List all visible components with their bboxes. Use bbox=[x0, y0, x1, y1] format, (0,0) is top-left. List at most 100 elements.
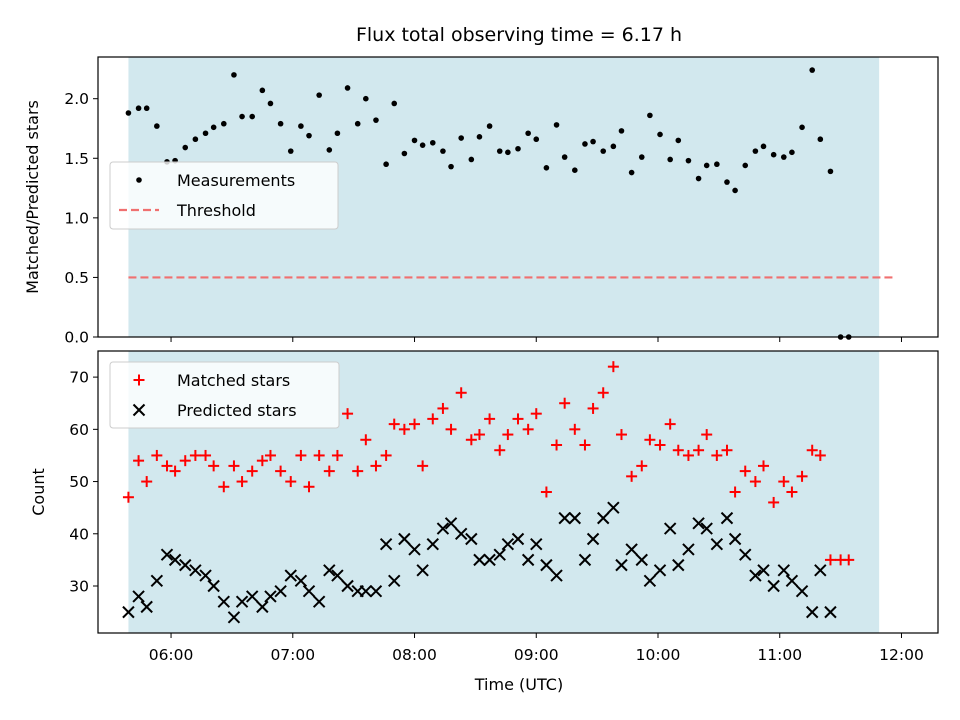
matched-star-point bbox=[141, 476, 153, 488]
predicted-star-point-b bbox=[199, 569, 212, 582]
measurement-point bbox=[468, 156, 475, 163]
predicted-star-point-b bbox=[625, 543, 638, 556]
legend-frame bbox=[109, 361, 340, 429]
y-tick-label: 70 bbox=[69, 369, 89, 387]
predicted-star-point bbox=[653, 564, 667, 577]
matched-star-point bbox=[380, 449, 392, 461]
predicted-star-point bbox=[568, 511, 582, 525]
predicted-star-point bbox=[436, 522, 450, 535]
matched-star-point bbox=[597, 387, 609, 399]
predicted-star-point bbox=[682, 543, 695, 556]
measurement-point bbox=[125, 110, 132, 116]
matched-star-point bbox=[579, 439, 591, 451]
matched-star-point bbox=[540, 486, 552, 498]
measurement-point bbox=[401, 150, 408, 157]
predicted-star-point-b bbox=[635, 553, 648, 567]
predicted-star-point-b bbox=[160, 548, 174, 561]
x-tick-label: 11:00 bbox=[757, 646, 802, 664]
predicted-star-point bbox=[501, 538, 515, 551]
matched-star-point bbox=[370, 460, 382, 472]
bottom-panel: 30 40 50 60 70 06:00 07:00 08:00 09:00 10:00 11:0… bbox=[29, 350, 939, 694]
measurement-point bbox=[391, 100, 398, 107]
measurement-point bbox=[809, 67, 816, 73]
matched-star-point bbox=[236, 476, 248, 488]
x-tick-label: 08:00 bbox=[392, 646, 437, 664]
measurement-point bbox=[657, 131, 663, 138]
measurement-point bbox=[675, 137, 682, 144]
matched-star-point bbox=[701, 429, 713, 441]
matched-star-point bbox=[729, 486, 741, 498]
matched-star-point bbox=[342, 408, 354, 420]
x-tick-label: 07:00 bbox=[270, 646, 315, 664]
predicted-star-point bbox=[294, 574, 308, 587]
predicted-star-point bbox=[511, 532, 525, 546]
predicted-star-point bbox=[444, 517, 458, 530]
y-tick-label: 1.0 bbox=[64, 209, 89, 227]
predicted-star-point-b bbox=[227, 611, 241, 624]
matched-star-point bbox=[654, 439, 666, 451]
measurement-point bbox=[618, 128, 625, 134]
matched-star-point bbox=[494, 444, 506, 456]
predicted-star-point-b bbox=[341, 579, 354, 593]
predicted-star-point-b bbox=[217, 595, 231, 608]
measurement-point bbox=[515, 145, 521, 152]
predicted-star-point bbox=[663, 522, 677, 535]
predicted-star-point bbox=[643, 574, 657, 587]
matched-star-point bbox=[417, 460, 429, 472]
legend-label-threshold: Threshold bbox=[176, 201, 256, 220]
matched-star-point bbox=[758, 460, 770, 472]
legend-x-marker-b bbox=[132, 403, 146, 417]
predicted-star-point-b bbox=[728, 532, 742, 546]
chart-title: Flux total observing time = 6.17 h bbox=[356, 24, 682, 46]
matched-star-point bbox=[331, 449, 343, 461]
measurement-point bbox=[220, 120, 227, 127]
measurement-point bbox=[192, 136, 199, 143]
predicted-star-point bbox=[160, 548, 174, 561]
measurement-point bbox=[561, 154, 568, 160]
measurement-point bbox=[344, 85, 351, 91]
measurement-point bbox=[505, 149, 511, 156]
top-measurement-marks bbox=[125, 67, 852, 340]
bottom-count-marks bbox=[122, 361, 855, 624]
matched-star-point bbox=[530, 408, 542, 420]
predicted-star-point bbox=[540, 558, 553, 572]
predicted-star-point-b bbox=[398, 532, 411, 546]
predicted-star-point bbox=[323, 564, 336, 577]
y-tick-label: 40 bbox=[69, 525, 89, 543]
predicted-star-point bbox=[710, 538, 724, 551]
legend-label-measurements: Measurements bbox=[177, 171, 295, 190]
predicted-star-point-b bbox=[493, 548, 506, 561]
predicted-star-point bbox=[785, 574, 799, 587]
measurement-point bbox=[249, 113, 256, 120]
matched-star-point bbox=[228, 460, 240, 472]
predicted-star-point bbox=[189, 564, 202, 577]
predicted-star-point-b bbox=[359, 585, 373, 598]
bottom-x-axis: 06:00 07:00 08:00 09:00 10:00 11:00 12:00 bbox=[149, 633, 924, 664]
predicted-star-point bbox=[824, 605, 837, 619]
measurement-point bbox=[239, 113, 245, 120]
measurement-point bbox=[628, 169, 635, 176]
predicted-star-point-b bbox=[122, 605, 135, 619]
matched-star-point bbox=[200, 449, 212, 461]
measurement-point bbox=[732, 187, 738, 194]
predicted-star-point bbox=[739, 548, 752, 561]
measurement-point bbox=[724, 179, 730, 185]
predicted-star-point-b bbox=[245, 590, 259, 603]
predicted-star-point bbox=[597, 511, 610, 525]
matched-star-point bbox=[295, 449, 307, 461]
x-axis-label: Time (UTC) bbox=[474, 675, 563, 694]
predicted-star-point bbox=[256, 600, 269, 614]
predicted-star-point-b bbox=[749, 569, 762, 582]
top-legend: Measurements Threshold bbox=[109, 161, 339, 230]
matched-star-point bbox=[711, 449, 723, 461]
predicted-star-point bbox=[179, 558, 192, 572]
predicted-star-point bbox=[720, 511, 734, 525]
matched-star-point bbox=[739, 465, 751, 477]
predicted-star-point-b bbox=[465, 532, 478, 546]
measurement-point bbox=[817, 136, 824, 143]
y-tick-label: 50 bbox=[69, 473, 89, 491]
predicted-star-point-b bbox=[189, 564, 202, 577]
measurement-point bbox=[419, 142, 426, 148]
bottom-y-axis: 30 40 50 60 70 bbox=[69, 369, 98, 596]
matched-star-point bbox=[352, 465, 364, 477]
